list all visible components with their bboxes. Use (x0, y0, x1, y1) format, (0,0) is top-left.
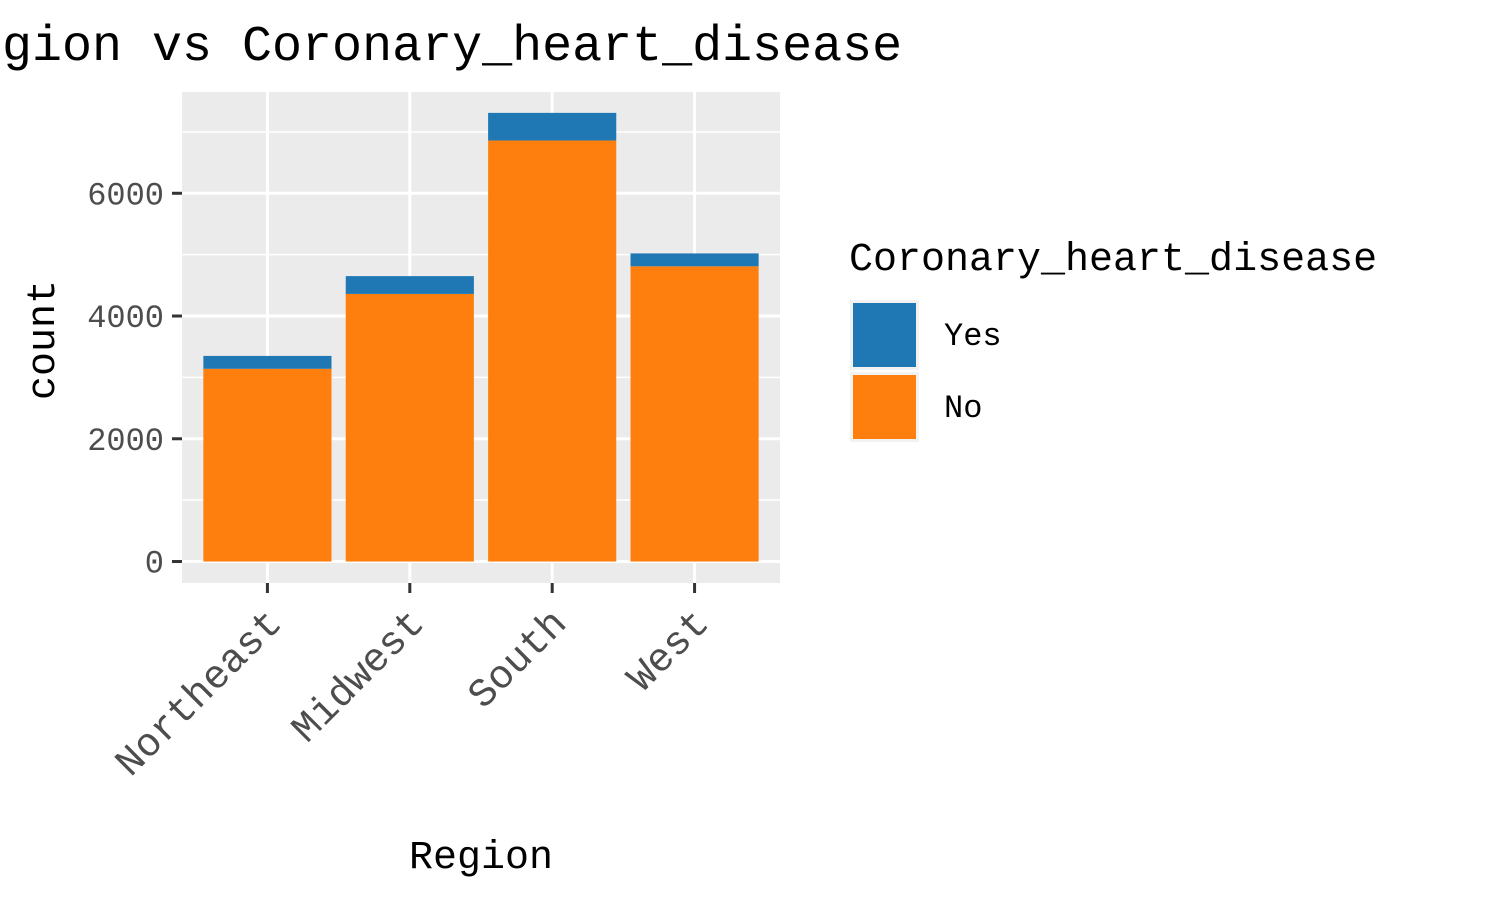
bar-no-west (630, 266, 759, 562)
legend: Coronary_heart_disease Yes No (849, 238, 1377, 442)
chart-title: egion vs Coronary_heart_disease (0, 19, 902, 76)
bar-yes-midwest (345, 276, 474, 294)
y-tick-label: 6000 (87, 177, 164, 214)
y-tick-label: 2000 (87, 423, 164, 460)
y-tick-label: 4000 (87, 300, 164, 337)
y-axis-title: count (22, 280, 67, 400)
bar-no-northeast (203, 368, 332, 562)
bar-yes-south (488, 112, 617, 141)
legend-swatch-no (853, 375, 916, 439)
x-axis-title: Region (409, 836, 553, 881)
x-tick-label: South (461, 602, 578, 719)
legend-title: Coronary_heart_disease (849, 238, 1377, 283)
legend-swatch-yes (853, 303, 916, 367)
bar-no-south (488, 140, 617, 562)
x-tick-label: West (620, 602, 720, 702)
x-tick-label: Midwest (284, 602, 435, 753)
bar-no-midwest (345, 293, 474, 562)
y-tick-label: 0 (145, 546, 164, 583)
bar-yes-west (630, 253, 759, 267)
bars (203, 112, 759, 562)
x-tick-label: Northeast (108, 602, 293, 787)
bar-yes-northeast (203, 355, 332, 369)
legend-label-no: No (944, 390, 982, 427)
legend-label-yes: Yes (944, 318, 1002, 355)
y-axis: 0 2000 4000 6000 (87, 177, 182, 583)
